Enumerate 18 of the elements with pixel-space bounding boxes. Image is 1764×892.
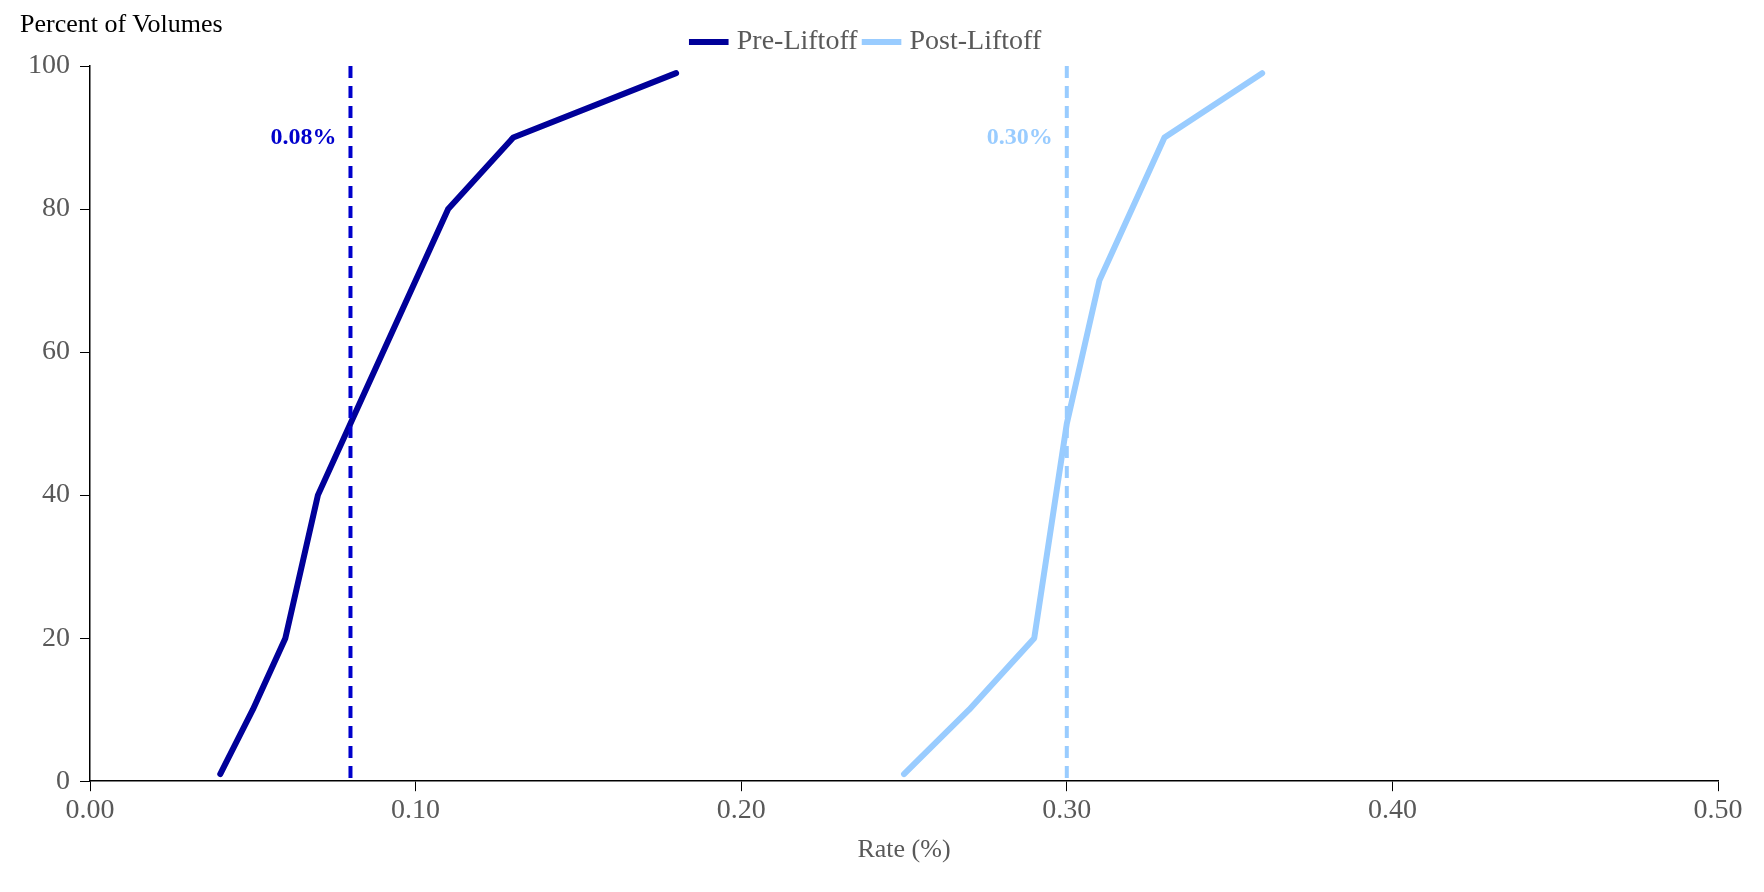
x-tick-label: 0.20 (716, 793, 766, 825)
x-tick-label: 0.50 (1693, 793, 1743, 825)
y-tick-label: 60 (42, 334, 70, 366)
y-tick-label: 20 (42, 620, 70, 652)
x-tick-label: 0.00 (65, 793, 115, 825)
x-tick-label: 0.40 (1367, 793, 1417, 825)
ref-line-label: 0.30% (986, 123, 1053, 150)
y-tick-label: 0 (56, 763, 70, 795)
x-tick-label: 0.10 (391, 793, 441, 825)
ref-line-label: 0.08% (270, 123, 337, 150)
y-tick-label: 100 (28, 48, 70, 80)
y-tick-label: 40 (42, 477, 70, 509)
legend-label: Post-Liftoff (909, 24, 1042, 56)
legend-label: Pre-Liftoff (736, 24, 859, 56)
y-tick-label: 80 (42, 191, 70, 223)
y-axis-title: Percent of Volumes (20, 8, 223, 38)
x-tick-label: 0.30 (1042, 793, 1092, 825)
x-axis-title: Rate (%) (857, 834, 951, 864)
